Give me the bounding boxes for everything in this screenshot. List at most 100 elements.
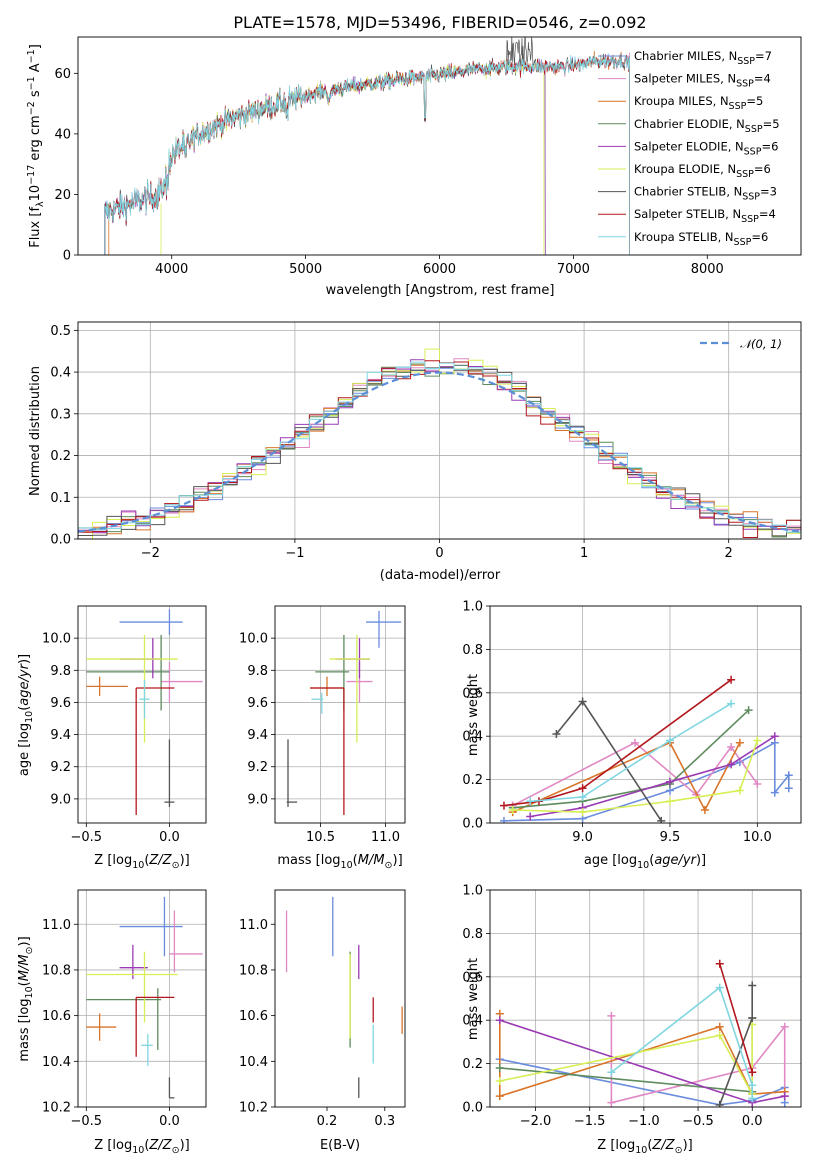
- weight-marker: [508, 805, 517, 814]
- errorbar-point-salp_elodie: [119, 944, 148, 980]
- weight-marker: [499, 816, 508, 823]
- x-tick-label: −2: [141, 546, 160, 561]
- y-tick-label: 9.8: [50, 664, 71, 679]
- weight-marker: [744, 706, 753, 715]
- y-axis-label: mass weight: [466, 958, 481, 1040]
- weight-marker: [753, 736, 762, 745]
- weight-marker: [727, 760, 736, 769]
- weight-marker: [657, 816, 666, 823]
- normal-curve: [78, 371, 801, 533]
- mass-vs-extinction-panel-plot-area: [285, 896, 403, 1098]
- x-tick-label: 0: [435, 546, 443, 561]
- weight-marker: [499, 801, 508, 810]
- weight-marker: [495, 1076, 504, 1085]
- weight-marker: [748, 1014, 757, 1023]
- y-tick-label: 10.2: [239, 1101, 268, 1116]
- y-tick-label: 9.0: [247, 792, 268, 807]
- y-tick-label: 1.0: [462, 600, 483, 615]
- y-tick-label: 11.0: [239, 918, 268, 933]
- y-tick-label: 1.0: [462, 884, 483, 899]
- x-axis-label: Z [log10(Z/Z⊙)]: [94, 1138, 189, 1156]
- weight-marker: [578, 697, 587, 706]
- legend-label: Chabrier STELIB, NSSP=3: [634, 185, 777, 203]
- x-tick-label: −1.5: [574, 1114, 606, 1129]
- x-tick-label: −0.5: [682, 1114, 714, 1129]
- weight-marker: [727, 743, 736, 752]
- weight-marker: [784, 771, 793, 780]
- y-tick-label: 0.6: [462, 686, 483, 701]
- x-axis-label: wavelength [Angstrom, rest frame]: [326, 283, 555, 298]
- errorbar-point-chab_elodie: [86, 634, 170, 711]
- x-axis-label: mass [log10(M/M⊙)]: [277, 853, 402, 871]
- weight-marker: [578, 784, 587, 793]
- y-tick-label: 0.3: [50, 407, 71, 422]
- y-tick-label: 10.8: [239, 963, 268, 978]
- weight-marker: [735, 786, 744, 795]
- weight-marker: [700, 805, 709, 814]
- x-axis-label: (data-model)/error: [380, 568, 501, 583]
- errorbar-point-chab_miles: [119, 896, 183, 957]
- y-tick-label: 9.0: [50, 792, 71, 807]
- legend-label: 𝒩(0, 1): [740, 337, 782, 351]
- weight-marker: [578, 792, 587, 801]
- errorbar-point-salp_stelib: [135, 996, 175, 1057]
- y-tick-label: 0: [63, 249, 71, 264]
- y-axis-label: mass weight: [466, 674, 481, 756]
- weight-marker: [780, 1092, 789, 1101]
- y-tick-label: 0.5: [50, 324, 71, 339]
- age-vs-mass-panel: 10.5 11.0 9.0 9.2 9.4 9.6 9.8 10.0 mass [log10(M…: [239, 605, 406, 871]
- mass-vs-extinction-panel: 0.2 0.3 10.2 10.4 10.6 10.8 11.0 E(B-V): [239, 889, 406, 1153]
- y-tick-label: 10.0: [239, 632, 268, 647]
- y-tick-label: 9.6: [247, 696, 268, 711]
- mass-vs-metallicity-panel-plot-area: [86, 896, 203, 1099]
- x-tick-label: 7000: [557, 262, 590, 277]
- x-tick-label: 1: [580, 546, 588, 561]
- weight-marker: [780, 1022, 789, 1031]
- legend-label: Chabrier MILES, NSSP=7: [634, 49, 772, 67]
- spectrum-line-krou_stelib: [104, 54, 630, 255]
- weight-line-krou_miles: [512, 741, 741, 813]
- x-tick-label: −1: [285, 546, 304, 561]
- spectrum-legend: Chabrier MILES, NSSP=7 Salpeter MILES, NS…: [598, 49, 780, 248]
- y-tick-label: 10.0: [42, 632, 71, 647]
- weight-marker: [526, 812, 535, 821]
- legend-label: Kroupa STELIB, NSSP=6: [634, 230, 768, 248]
- legend-label: Salpeter STELIB, NSSP=4: [634, 207, 776, 225]
- legend-label: Kroupa MILES, NSSP=5: [634, 94, 763, 112]
- y-tick-label: 0.2: [462, 1057, 483, 1072]
- y-tick-label: 0.2: [462, 773, 483, 788]
- mass-weight-vs-metallicity-panel: −2.0 −1.5 −1.0 −0.5 0.0 0.0 0.2 0.4 0.6 0.8 1.0 Z […: [462, 884, 802, 1156]
- x-axis-label: E(B-V): [320, 1138, 360, 1153]
- weight-marker: [526, 797, 535, 806]
- x-tick-label: 0.0: [159, 830, 180, 845]
- mass-weight-vs-age-panel-plot-area: [499, 675, 793, 823]
- weight-line-krou_elodie: [499, 1024, 753, 1098]
- x-tick-label: 11.0: [371, 830, 400, 845]
- x-tick-label: −1.0: [628, 1114, 660, 1129]
- residual-panel-frame: [77, 321, 802, 540]
- errorbar-point-chab_miles: [119, 609, 183, 635]
- y-tick-label: 10.2: [42, 1101, 71, 1116]
- mass-vs-metallicity-panel-frame: [77, 889, 207, 1108]
- y-tick-label: 0.2: [50, 449, 71, 464]
- weight-marker: [715, 983, 724, 992]
- legend-label: Kroupa ELODIE, NSSP=6: [634, 162, 771, 180]
- weight-marker: [715, 959, 724, 968]
- weight-line-chab_miles: [503, 741, 790, 822]
- residual-panel-plot-area: [78, 348, 801, 539]
- errorbar-point-krou_miles: [86, 676, 128, 697]
- y-tick-label: 0.0: [462, 1101, 483, 1116]
- x-axis-label: age [log10(age/yr)]: [584, 853, 706, 871]
- spectrum-panel-plot-area: [104, 37, 630, 255]
- y-axis-label: Flux [fλ10−17 erg cm−2 s−1 A−1]: [26, 44, 46, 248]
- mass-vs-metallicity-panel: −0.5 0.0 10.2 10.4 10.6 10.8 11.0 Z [log10(Z/Z⊙…: [17, 889, 207, 1156]
- spectrum-line-salp_stelib: [104, 54, 630, 255]
- mass-weight-vs-metallicity-panel-plot-area: [495, 959, 789, 1107]
- age-vs-metallicity-panel-frame: [77, 605, 207, 824]
- weight-marker: [748, 1094, 757, 1103]
- y-tick-label: 9.4: [50, 728, 71, 743]
- errorbar-point-salp_miles: [161, 662, 203, 703]
- y-tick-label: 40: [54, 127, 71, 142]
- errorbar-point-krou_elodie: [86, 951, 178, 1023]
